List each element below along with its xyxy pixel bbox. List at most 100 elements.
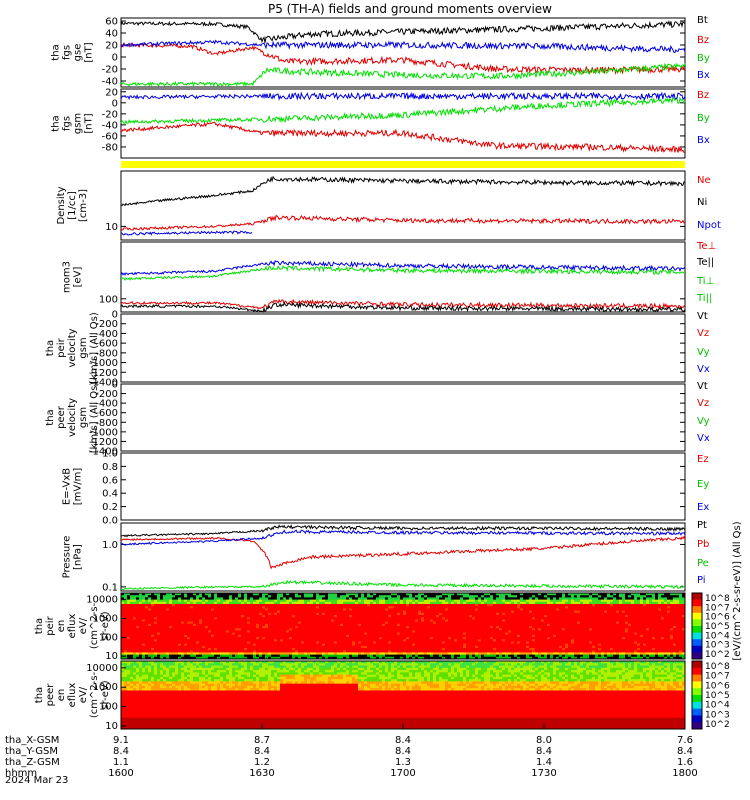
series-line-Bt (120, 19, 686, 44)
legend-label: Pt (697, 520, 707, 531)
y-axis-label: eV/ (78, 686, 89, 703)
series-line-By (120, 62, 686, 88)
legend-label: Npot (697, 220, 721, 231)
y-tick-label: -1000 (89, 358, 118, 369)
legend-label: Vx (697, 364, 710, 375)
y-tick-label: -800 (95, 348, 118, 359)
x-axis-tick-label: 1600 (108, 768, 133, 779)
peer_eflux-colorbar: 10^810^710^610^510^410^310^2 (691, 660, 730, 730)
colorbar-tick-label: 10^2 (705, 650, 730, 660)
y-tick-label: -600 (95, 408, 118, 419)
series-line-Npot (120, 230, 253, 236)
y-axis-label: tha (51, 115, 62, 131)
y-tick-label: -200 (95, 389, 118, 400)
legend-label: Vz (697, 328, 709, 339)
y-axis-label: tha (45, 409, 56, 425)
x-axis-row-label: tha_X-GSM (5, 735, 59, 746)
y-tick-label: -40 (102, 77, 118, 88)
colorbar-tick-label: 10^8 (705, 594, 730, 604)
y-tick-label: 0.2 (102, 502, 118, 513)
y-tick-label: 40 (105, 29, 118, 40)
legend-label: Pi (697, 575, 706, 586)
x-axis-tick-label: 1800 (672, 768, 697, 779)
series-line-Bx (120, 39, 686, 54)
legend-label: Bx (697, 135, 710, 146)
legend-label: Bt (697, 15, 708, 26)
colorbar-tick-label: 10^7 (705, 672, 730, 682)
x-axis-tick-label: 8.4 (395, 735, 411, 746)
y-axis-label: [nT] (84, 42, 95, 62)
y-axis-label: eV/ (78, 617, 89, 634)
y-tick-label: -1400 (89, 378, 118, 389)
y-axis-label: (cm^2-s- (89, 671, 100, 718)
series-line-Te⊥ (120, 260, 686, 276)
x-axis-tick-label: 1.1 (113, 757, 129, 768)
y-tick-label: 0 (112, 380, 118, 391)
y-tick-label: -1200 (89, 368, 118, 379)
y-tick-label: -1200 (89, 437, 118, 448)
series-line-Ni (120, 214, 686, 231)
y-axis-label: Density (56, 186, 67, 224)
series-line-Pb (120, 535, 686, 570)
y-axis-label: [nT] (84, 113, 95, 133)
y-axis-label: velocity (67, 328, 78, 367)
y-tick-label: -400 (95, 329, 118, 340)
x-axis-row-label: tha_Y-GSM (5, 746, 58, 757)
y-axis-label: sr-eV) (100, 611, 111, 640)
y-tick-label: 0 (112, 98, 118, 109)
y-tick-label: -800 (95, 418, 118, 429)
y-axis-label: tha (34, 687, 45, 703)
y-axis-label: tha (51, 44, 62, 60)
series-line-Ne (120, 175, 686, 207)
y-tick-label: -60 (102, 131, 118, 142)
colorbar-tick-label: 10^4 (705, 701, 730, 711)
y-axis-label: [mV/m] (73, 468, 84, 506)
y-axis-label: [cm-3] (78, 189, 89, 222)
legend-label: Vt (697, 311, 708, 322)
legend-label: Te⊥ (696, 241, 716, 252)
efield-frame (120, 452, 686, 521)
legend-label: By (697, 113, 710, 124)
x-axis-tick-label: 1730 (531, 768, 556, 779)
y-tick-label: 20 (105, 87, 118, 98)
y-axis-label: peir (45, 615, 56, 635)
series-line-Bx (120, 91, 686, 102)
colorbar-tick-label: 10^2 (705, 720, 730, 730)
y-tick-label: 100 (99, 632, 118, 643)
panel-mode_bar (121, 161, 685, 168)
legend-label: Te|| (696, 257, 714, 268)
x-axis-row-label: hhmm (5, 768, 37, 779)
peer_velocity-frame (120, 383, 686, 452)
x-axis-tick-label: 8.4 (113, 746, 129, 757)
y-tick-label: 10000 (86, 663, 118, 674)
legend-label: Vy (697, 416, 710, 427)
y-axis-label: peir (56, 337, 67, 357)
colorbar-tick-label: 10^6 (705, 613, 730, 623)
plot-title: P5 (TH-A) fields and ground moments over… (268, 2, 552, 16)
x-axis-tick-label: 8.7 (254, 735, 270, 746)
y-tick-label: 0 (112, 310, 118, 321)
y-axis-label: peer (45, 683, 56, 707)
series-line-Ti⊥ (120, 298, 686, 310)
series-line-Ti|| (120, 301, 686, 313)
series-line-By (120, 96, 686, 125)
legend-label: Bz (697, 90, 709, 101)
y-tick-label: 1.0 (102, 449, 118, 460)
y-tick-label: -20 (102, 109, 118, 120)
x-axis-tick-label: 1.4 (536, 757, 552, 768)
colorbar-tick-label: 10^5 (705, 691, 730, 701)
y-tick-label: 60 (105, 17, 118, 28)
panel-peer_velocity: 0-200-400-600-800-1000-1200-1400VtVzVyVx… (45, 380, 710, 458)
panel-peer_eflux: 10^810^710^610^510^410^310^2[eV/(cm^2-s-… (34, 521, 743, 732)
x-axis-tick-label: 1.2 (254, 757, 270, 768)
temperature-frame (120, 241, 686, 313)
y-tick-label: 100 (99, 702, 118, 713)
legend-label: Ne (697, 175, 711, 186)
panel-peir_velocity: 0-200-400-600-800-1000-1200-1400VtVzVyVx… (45, 310, 710, 389)
y-tick-label: 0.8 (102, 462, 118, 473)
peir_eflux-heatmap (121, 593, 686, 660)
y-tick-label: 0.1 (102, 582, 118, 593)
